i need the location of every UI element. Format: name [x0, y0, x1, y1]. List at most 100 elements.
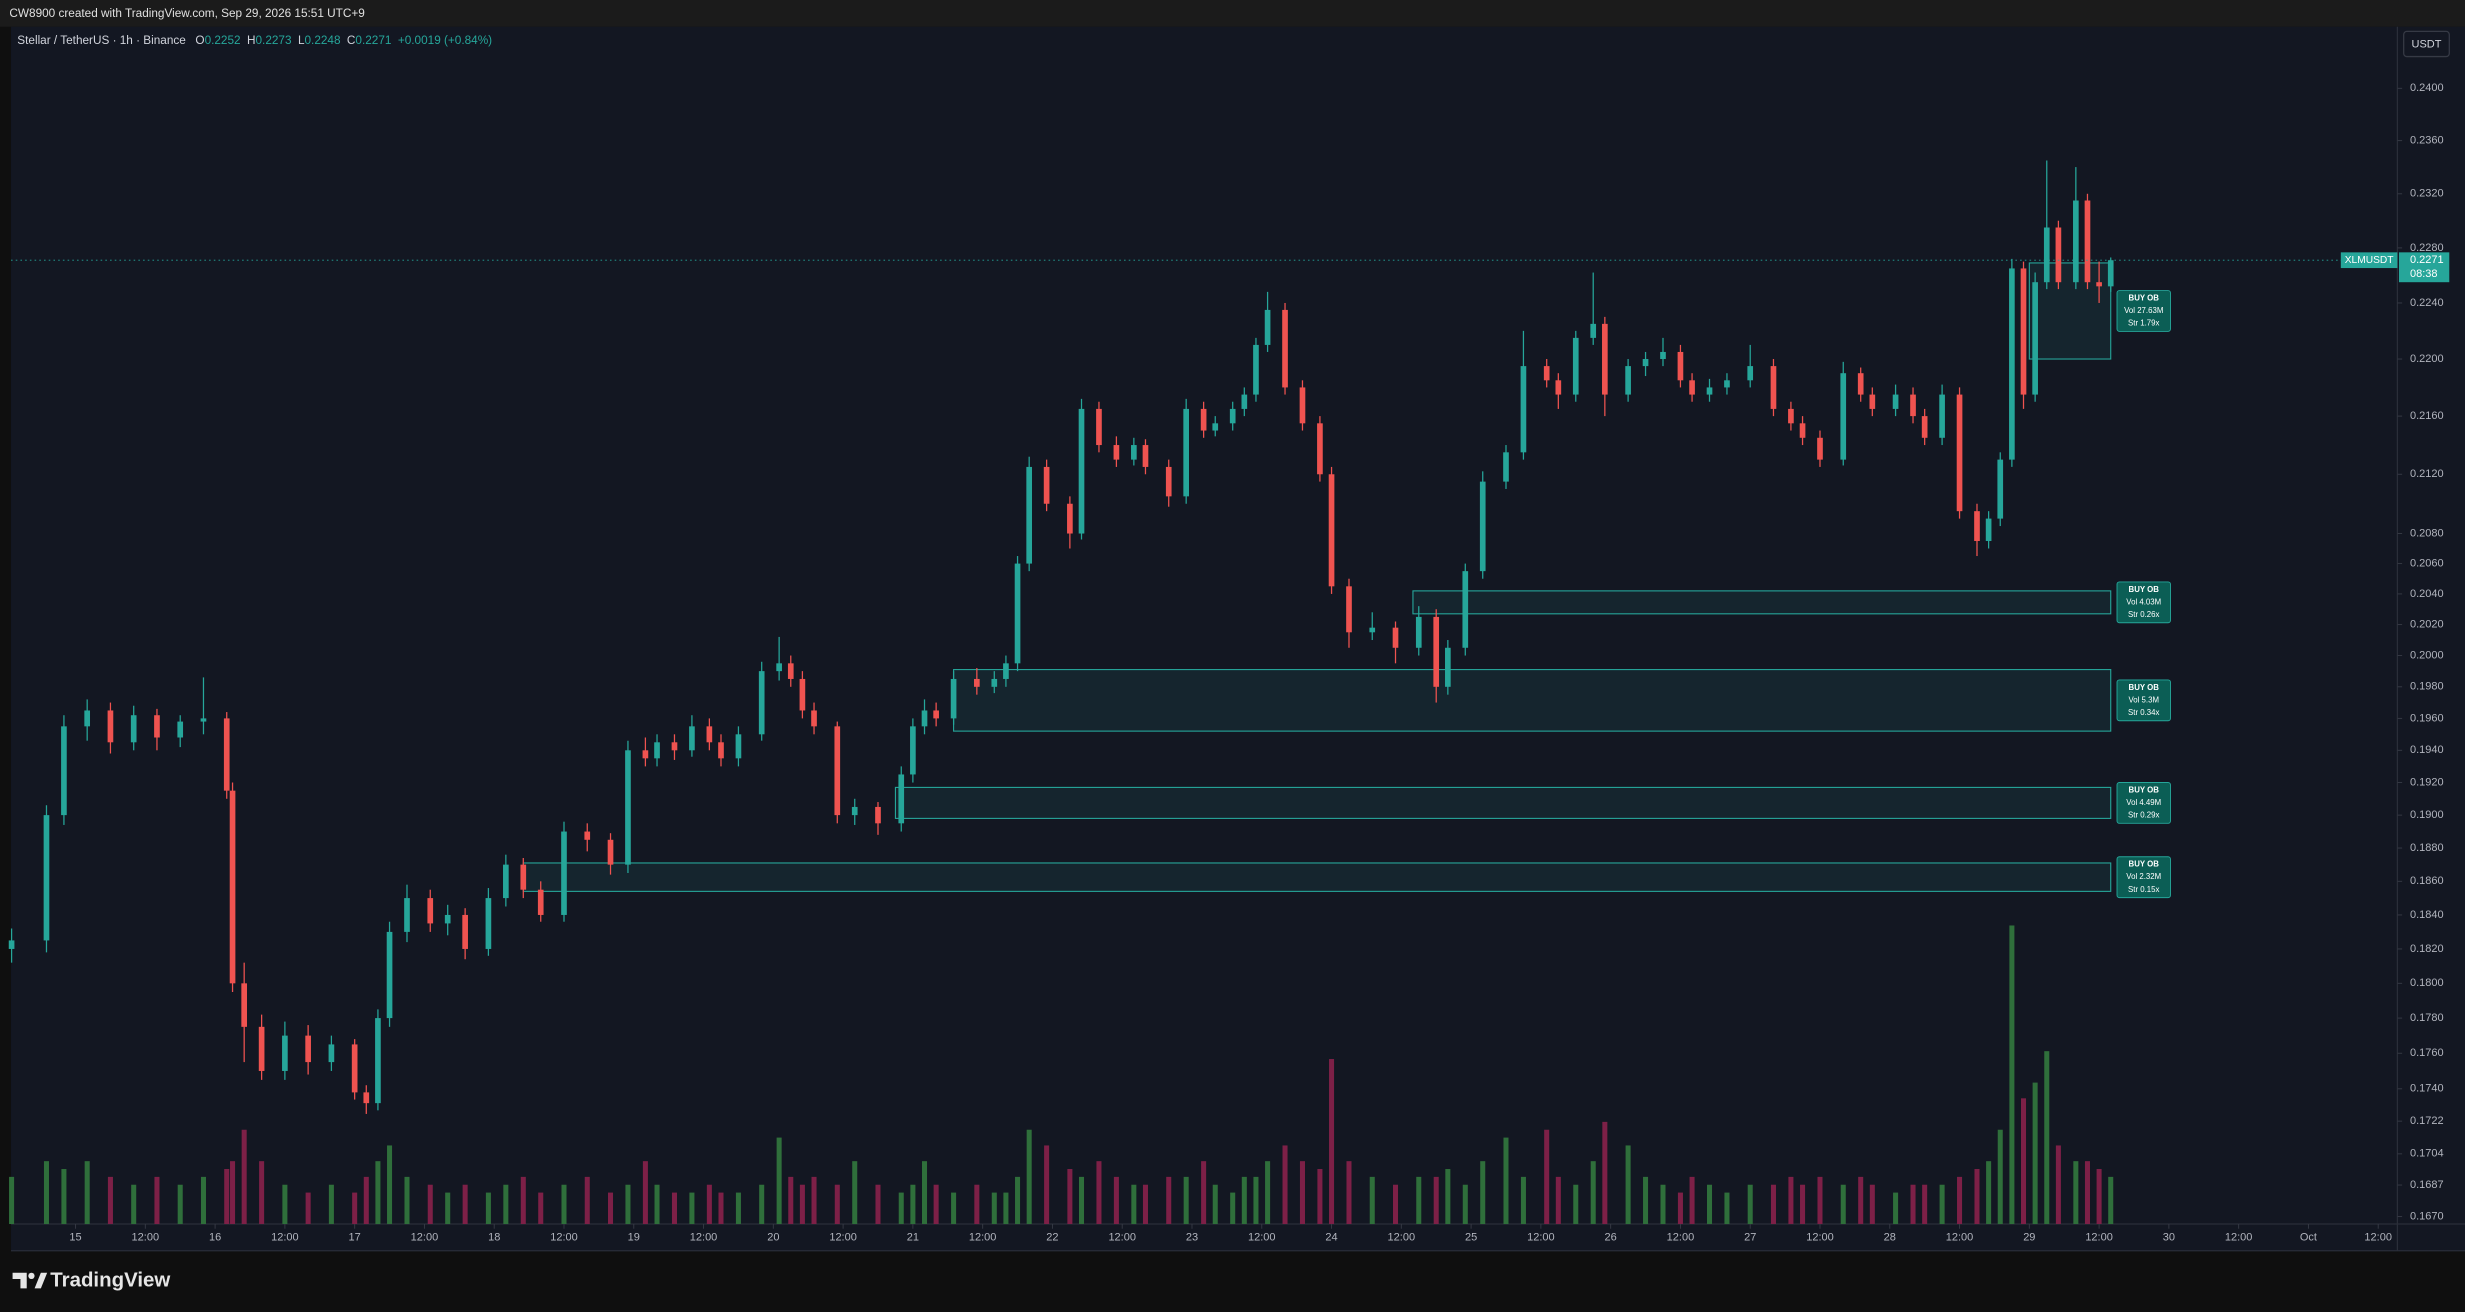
volume-bar	[1265, 1161, 1271, 1225]
volume-bar	[200, 1176, 206, 1225]
volume-bar	[1555, 1176, 1561, 1225]
order-block-label: Vol 2.32M	[2126, 872, 2161, 881]
volume-bar	[61, 1169, 67, 1225]
candle-body	[851, 806, 858, 816]
y-tick-label: 0.1760	[2410, 1047, 2444, 1059]
volume-bar	[898, 1192, 904, 1225]
volume-bar	[689, 1192, 695, 1225]
candle-body	[654, 742, 660, 759]
volume-bar	[759, 1184, 765, 1225]
volume-bar	[991, 1192, 997, 1225]
x-tick-label: 12:00	[2225, 1231, 2253, 1243]
y-tick-label: 0.1920	[2410, 776, 2444, 788]
y-tick-label: 0.2240	[2410, 297, 2444, 309]
logo-dot	[28, 1272, 35, 1280]
x-tick-label: 12:00	[1806, 1231, 1834, 1243]
symbol-tag-box	[2340, 252, 2398, 269]
candle-body	[84, 710, 91, 727]
candle-body	[2107, 260, 2114, 287]
y-tick-label: 0.1960	[2410, 712, 2444, 724]
volume-bar	[1026, 1129, 1032, 1225]
volume-bar	[1480, 1161, 1486, 1225]
candle-body	[1131, 445, 1137, 460]
volume-bar	[1392, 1184, 1399, 1225]
volume-bar	[1462, 1184, 1468, 1225]
candles	[8, 160, 2114, 1114]
volume-bar	[230, 1161, 236, 1225]
volume-bar	[1939, 1184, 1945, 1225]
candle-body	[1503, 452, 1509, 482]
order-block-label: Vol 27.63M	[2124, 306, 2163, 315]
volume-bar	[1893, 1192, 1899, 1225]
volume-bar	[427, 1184, 433, 1225]
x-tick-label: 12:00	[1388, 1231, 1416, 1243]
candle-body	[1317, 423, 1323, 475]
order-block-label: BUY OB	[2129, 785, 2160, 794]
volume-bar	[1747, 1184, 1753, 1225]
order-block	[522, 862, 2112, 892]
candle-body	[154, 715, 160, 738]
y-tick-label: 0.2020	[2410, 618, 2444, 630]
volume-bar	[1201, 1161, 1207, 1225]
candle-body	[910, 726, 916, 775]
volume-bar	[1660, 1184, 1666, 1225]
order-block-label: Str 0.29x	[2128, 811, 2159, 820]
candle-body	[2096, 282, 2102, 287]
order-block	[953, 669, 2112, 732]
volume-bar	[9, 1176, 15, 1225]
price-tag-box	[2398, 252, 2450, 283]
x-tick-label: 15	[69, 1231, 81, 1243]
volume-bar	[224, 1169, 230, 1225]
y-tick-label: 0.1900	[2410, 809, 2444, 821]
candle-body	[1096, 408, 1102, 446]
volume-bar	[259, 1161, 265, 1225]
candle-body	[1014, 563, 1021, 664]
x-tick-label: 23	[1186, 1231, 1198, 1243]
candle-body	[2055, 227, 2062, 283]
volume-bar	[1800, 1184, 1806, 1225]
y-tick-label: 0.1722	[2410, 1115, 2444, 1127]
currency-label[interactable]: USDT	[2412, 39, 2442, 51]
volume-bar	[2073, 1161, 2079, 1225]
volume-bar	[177, 1184, 183, 1225]
x-tick-label: 21	[907, 1231, 919, 1243]
candle-body	[625, 750, 631, 865]
candle-body	[1974, 511, 1980, 542]
candle-body	[1165, 466, 1172, 497]
x-tick-label: 12:00	[829, 1231, 857, 1243]
order-block-label: Str 0.15x	[2128, 885, 2159, 894]
candle-body	[1642, 359, 1649, 367]
volume-bar	[852, 1161, 858, 1225]
y-tick-label: 0.1800	[2410, 977, 2444, 989]
candle-body	[1183, 408, 1190, 497]
candle-body	[1817, 437, 1823, 460]
volume-bar	[776, 1137, 782, 1225]
candle-body	[2032, 282, 2038, 395]
y-tick-label: 0.2320	[2410, 188, 2444, 200]
volume-bar	[561, 1184, 567, 1225]
x-tick-label: 27	[1744, 1231, 1756, 1243]
volume-bar	[1142, 1184, 1148, 1225]
candle-body	[1253, 344, 1259, 395]
order-block-label: BUY OB	[2129, 585, 2160, 594]
volume-bar	[1241, 1176, 1247, 1225]
candle-body	[1520, 366, 1527, 453]
candle-body	[2009, 268, 2015, 460]
volume-bar	[1590, 1161, 1596, 1225]
order-block-label: Str 0.34x	[2128, 708, 2159, 717]
volume-bar	[1974, 1169, 1980, 1225]
candle-body	[427, 898, 434, 924]
volume-bar	[1317, 1169, 1323, 1225]
y-tick-label: 0.2160	[2410, 410, 2444, 422]
top-bar	[0, 0, 2465, 27]
volume-bar	[1677, 1192, 1683, 1225]
volume-bar	[2044, 1051, 2050, 1225]
candle-body	[584, 831, 591, 840]
volume	[9, 925, 2114, 1225]
y-tick-label: 0.1980	[2410, 681, 2444, 693]
currency-button[interactable]	[2403, 30, 2450, 58]
x-tick-label: 18	[488, 1231, 500, 1243]
volume-bar	[241, 1129, 247, 1225]
candle-body	[1479, 481, 1486, 572]
